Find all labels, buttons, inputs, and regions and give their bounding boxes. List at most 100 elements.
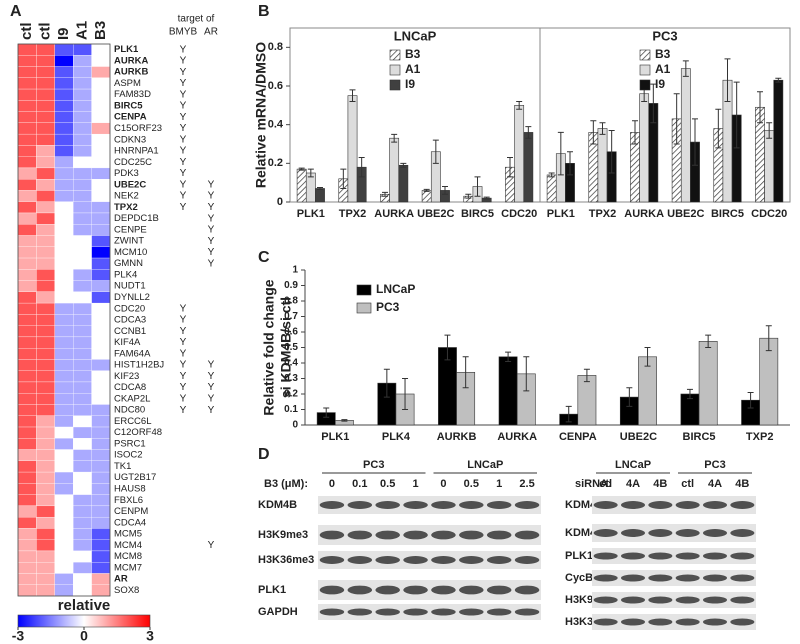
blot-band	[403, 585, 428, 595]
heatmap-cell	[54, 179, 74, 191]
x-tick-label: AURKA	[624, 208, 664, 220]
heatmap-cell	[73, 111, 92, 124]
blot-band	[702, 501, 728, 509]
target-mark: Y	[208, 258, 215, 269]
error-bar	[686, 388, 693, 400]
heatmap-cell	[73, 235, 92, 247]
plot-frame	[539, 27, 791, 203]
error-bar	[341, 419, 348, 422]
lane-header: siRNA:	[575, 478, 612, 490]
heatmap-cell	[36, 359, 55, 371]
error-bar	[298, 167, 305, 171]
heatmap-cell	[73, 179, 92, 191]
blot-row-label: CycB	[565, 572, 593, 584]
heatmap-cell	[17, 483, 37, 495]
blot-band	[486, 556, 512, 564]
heatmap-cell	[36, 348, 55, 360]
target-mark: Y	[180, 123, 187, 134]
heatmap-cell	[17, 190, 37, 202]
lane-label: 1	[413, 478, 419, 490]
heatmap-cell	[17, 77, 37, 90]
error-bar	[644, 347, 651, 367]
target-mark: Y	[180, 134, 187, 145]
target-mark: Y	[208, 371, 215, 382]
error-bar	[507, 157, 513, 178]
gene-label: CDKN3	[114, 134, 146, 145]
error-bar	[465, 193, 472, 199]
heatmap-cell	[17, 291, 37, 304]
bar	[638, 356, 657, 426]
heatmap-cell	[17, 145, 37, 157]
heatmap-cell	[73, 201, 92, 214]
heatmap-cell	[91, 336, 111, 349]
gene-label: MCM8	[114, 551, 142, 562]
error-bar	[567, 151, 573, 176]
error-bar	[715, 108, 722, 149]
heatmap-cell	[36, 43, 55, 56]
heatmap-cell	[36, 325, 55, 338]
blot-band	[593, 552, 618, 560]
lane-header: B3 (μM):	[264, 478, 308, 490]
blot-band	[675, 552, 700, 560]
heatmap-cell	[73, 257, 92, 270]
heatmap-cell	[54, 550, 74, 563]
heatmap-cell	[91, 550, 111, 563]
heatmap-cell	[91, 246, 111, 259]
heatmap-cell	[54, 483, 74, 495]
lane-label: 0.5	[464, 478, 479, 490]
heatmap-cell	[91, 291, 111, 304]
heatmap-cell	[54, 257, 74, 270]
blot-band	[593, 596, 618, 604]
gene-label: KIF4A	[114, 337, 141, 348]
heatmap-cell	[17, 224, 37, 236]
blot-strip	[592, 524, 756, 542]
y-tick-label: 0.4	[268, 119, 284, 131]
heatmap-cell	[54, 460, 74, 473]
gene-label: NDC80	[114, 405, 145, 416]
target-mark: Y	[180, 405, 187, 416]
heatmap-cell	[54, 291, 74, 304]
blot-band	[375, 608, 400, 616]
heatmap-cell	[91, 269, 111, 281]
heatmap-cell	[36, 133, 55, 146]
heatmap-cell	[36, 471, 55, 484]
blot-band	[319, 556, 345, 564]
heatmap-cell	[17, 325, 37, 338]
blot-strip	[318, 551, 541, 569]
heatmap-cell	[91, 111, 111, 124]
error-bar	[505, 351, 512, 362]
heatmap-cell	[91, 43, 111, 56]
legend-swatch	[639, 79, 651, 91]
heatmap-cell	[91, 370, 111, 383]
heatmap-cell	[91, 190, 111, 202]
panel-label: A	[10, 3, 22, 20]
y-tick-label: 0.2	[268, 157, 283, 169]
error-bar	[650, 83, 657, 124]
legend-swatch	[639, 49, 651, 61]
heatmap-cell	[36, 584, 55, 597]
blot-strip	[592, 614, 756, 630]
heatmap-cell	[73, 269, 92, 281]
target-mark: Y	[208, 213, 215, 224]
heatmap-cell	[54, 562, 74, 574]
heatmap-cell	[91, 528, 111, 540]
bar	[698, 340, 718, 426]
target-mark: Y	[180, 89, 187, 100]
heatmap-cell	[91, 224, 111, 236]
blot-band	[593, 574, 618, 582]
x-tick-label: BIRC5	[711, 208, 744, 220]
blot-band	[648, 529, 673, 537]
heatmap-cell	[36, 573, 55, 585]
heatmap-cell	[73, 100, 92, 112]
y-tick-label: 0.7	[284, 311, 298, 322]
target-mark: Y	[208, 179, 215, 190]
error-bar	[766, 122, 773, 139]
heatmap-cell	[17, 494, 37, 507]
heatmap-cell	[54, 348, 74, 360]
error-bar	[523, 356, 530, 392]
y-axis-label: Relative mRNA/DMSO	[253, 42, 269, 188]
heatmap-cell	[54, 280, 74, 292]
heatmap-cell	[54, 494, 74, 507]
target-mark: Y	[180, 382, 187, 393]
column-label: B3	[92, 21, 109, 40]
